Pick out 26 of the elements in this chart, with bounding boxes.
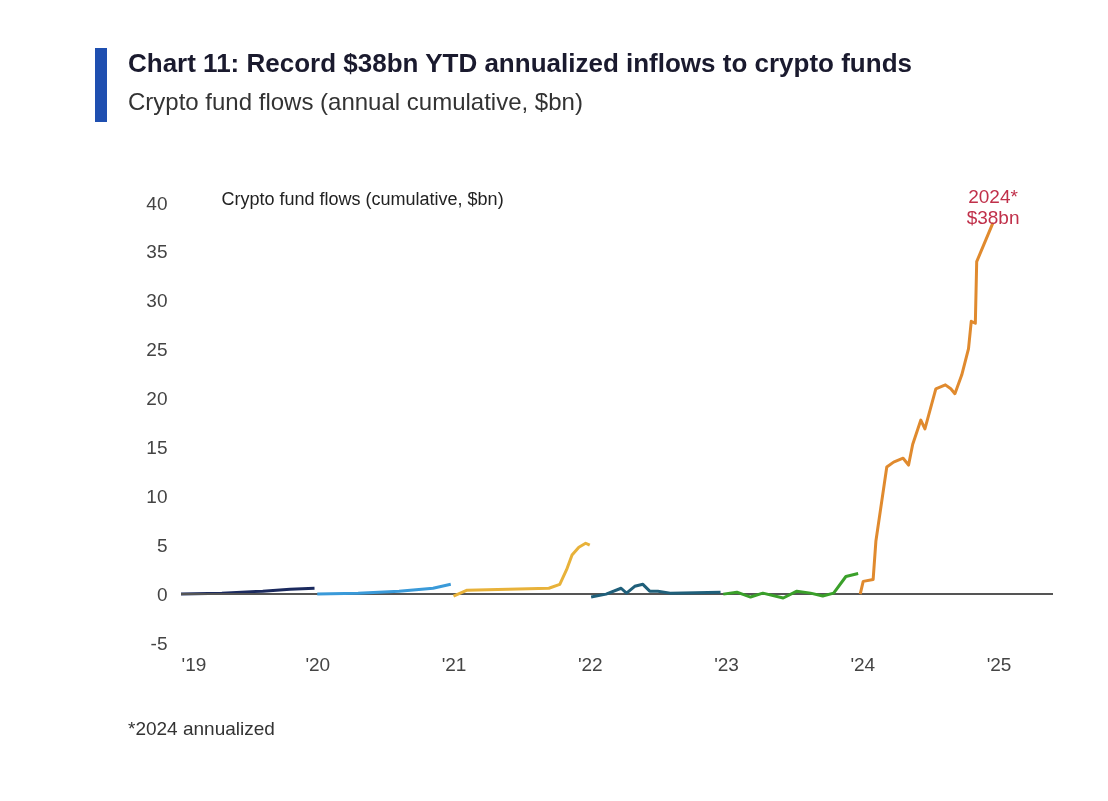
y-tick-label: 15 (146, 436, 168, 458)
x-tick-label: '20 (305, 653, 331, 675)
chart-title: Chart 11: Record $38bn YTD annualized inflows to crypto funds (128, 48, 912, 79)
line-series (589, 582, 723, 599)
x-tick-label: '19 (181, 653, 207, 675)
x-tick-label: '22 (577, 653, 603, 675)
x-tick-label: '23 (714, 653, 739, 675)
y-tick-label: 35 (146, 241, 168, 263)
x-tick-label: '25 (986, 653, 1012, 675)
line-series (452, 541, 592, 598)
text: *2024 annualized (128, 718, 275, 740)
y-tick-label: 10 (146, 485, 168, 507)
y-axis-title: Crypto fund flows (cumulative, $bn) (221, 188, 504, 209)
line-series (721, 572, 860, 600)
y-tick-label: 0 (156, 583, 168, 605)
y-tick-label: 20 (146, 388, 168, 410)
y-tick-label: 25 (146, 339, 168, 361)
line-series (315, 582, 453, 596)
x-tick-label: '24 (850, 653, 876, 675)
y-tick-label: 30 (146, 290, 168, 312)
x-tick-label: '21 (441, 653, 467, 675)
annotation: 2024* $38bn (966, 185, 1020, 228)
chart-subtitle: Crypto fund flows (annual cumulative, $bn) (128, 88, 583, 116)
y-tick-label: -5 (150, 632, 168, 654)
y-tick-label: 5 (156, 534, 168, 556)
y-tick-label: 40 (146, 192, 168, 214)
